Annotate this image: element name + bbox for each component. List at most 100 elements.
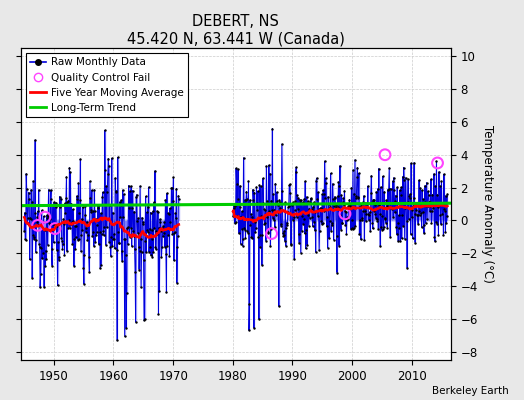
Point bbox=[96, 210, 105, 216]
Point bbox=[172, 185, 181, 192]
Point bbox=[247, 234, 256, 240]
Point bbox=[293, 206, 302, 212]
Point bbox=[412, 207, 420, 214]
Point bbox=[73, 193, 81, 199]
Point bbox=[56, 204, 64, 210]
Point bbox=[398, 235, 406, 242]
Point bbox=[72, 222, 81, 229]
Point bbox=[230, 202, 238, 208]
Point bbox=[318, 191, 326, 198]
Point bbox=[259, 175, 267, 182]
Point bbox=[162, 289, 171, 295]
Point bbox=[322, 180, 330, 186]
Point bbox=[443, 213, 451, 219]
Point bbox=[133, 192, 141, 198]
Point bbox=[420, 198, 429, 205]
Point bbox=[77, 232, 85, 238]
Point bbox=[126, 188, 134, 194]
Point bbox=[245, 327, 253, 334]
Point bbox=[379, 224, 388, 230]
Point bbox=[68, 241, 77, 248]
Point bbox=[105, 162, 113, 169]
Point bbox=[134, 244, 143, 250]
Point bbox=[161, 244, 169, 250]
Point bbox=[93, 228, 101, 235]
Point bbox=[237, 226, 246, 232]
Point bbox=[377, 223, 386, 230]
Point bbox=[348, 225, 357, 231]
Point bbox=[80, 252, 89, 258]
Point bbox=[353, 174, 361, 180]
Point bbox=[137, 248, 146, 255]
Point bbox=[440, 206, 449, 212]
Point bbox=[174, 196, 183, 202]
Point bbox=[333, 193, 342, 199]
Point bbox=[271, 212, 280, 218]
Point bbox=[106, 253, 115, 259]
Point bbox=[407, 231, 415, 237]
Point bbox=[140, 317, 148, 324]
Point bbox=[256, 244, 264, 250]
Point bbox=[163, 243, 172, 249]
Point bbox=[370, 202, 379, 208]
Point bbox=[51, 220, 59, 227]
Point bbox=[411, 239, 419, 246]
Point bbox=[397, 192, 405, 198]
Point bbox=[425, 198, 434, 205]
Point bbox=[21, 237, 30, 243]
Point bbox=[151, 244, 160, 250]
Point bbox=[418, 187, 426, 193]
Point bbox=[394, 219, 402, 226]
Point bbox=[294, 231, 303, 237]
Point bbox=[151, 168, 159, 174]
Point bbox=[293, 192, 301, 198]
Point bbox=[276, 205, 285, 211]
Point bbox=[412, 200, 421, 206]
Point bbox=[433, 220, 441, 227]
Point bbox=[245, 300, 254, 307]
Point bbox=[316, 206, 324, 212]
Point bbox=[34, 222, 42, 228]
Point bbox=[131, 269, 139, 275]
Point bbox=[59, 216, 68, 222]
Point bbox=[81, 203, 90, 209]
Point bbox=[349, 167, 357, 173]
Point bbox=[294, 195, 302, 201]
Point bbox=[297, 250, 305, 256]
Point bbox=[112, 189, 120, 196]
Point bbox=[141, 237, 149, 244]
Point bbox=[402, 218, 411, 224]
Point bbox=[57, 235, 66, 241]
Point bbox=[396, 238, 405, 244]
Point bbox=[306, 198, 314, 205]
Point bbox=[384, 204, 392, 210]
Point bbox=[415, 177, 423, 183]
Point bbox=[91, 208, 99, 214]
Point bbox=[235, 230, 243, 237]
Point bbox=[378, 226, 386, 233]
Point bbox=[232, 165, 240, 172]
Point bbox=[50, 222, 59, 228]
Point bbox=[351, 223, 359, 230]
Point bbox=[67, 201, 75, 207]
Point bbox=[387, 204, 396, 210]
Point bbox=[259, 199, 268, 206]
Point bbox=[20, 210, 29, 216]
Point bbox=[107, 233, 115, 240]
Point bbox=[422, 180, 431, 186]
Point bbox=[395, 224, 403, 231]
Point bbox=[67, 221, 75, 227]
Point bbox=[52, 247, 61, 253]
Point bbox=[37, 244, 45, 251]
Point bbox=[385, 186, 393, 193]
Point bbox=[149, 248, 158, 255]
Point bbox=[280, 228, 289, 234]
Point bbox=[289, 217, 297, 223]
Point bbox=[349, 226, 357, 232]
Point bbox=[287, 241, 295, 248]
Point bbox=[59, 241, 67, 247]
Point bbox=[421, 220, 430, 226]
Point bbox=[37, 207, 46, 214]
Point bbox=[165, 252, 173, 259]
Point bbox=[267, 197, 276, 204]
